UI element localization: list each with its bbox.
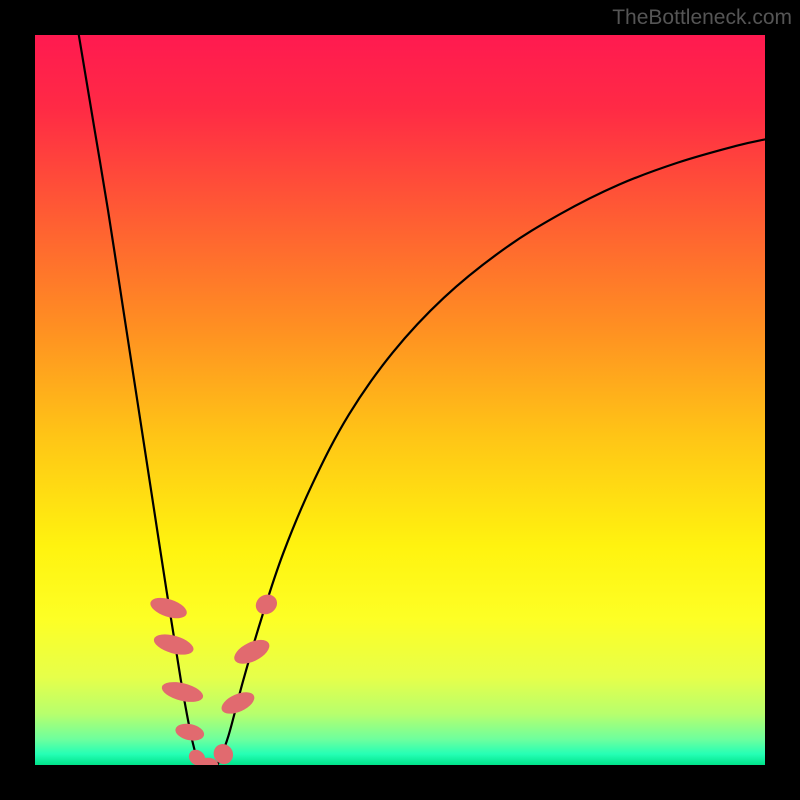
curve-marker (174, 721, 206, 743)
curve-marker (148, 594, 190, 622)
curve-marker (218, 688, 257, 718)
watermark-text: TheBottleneck.com (612, 6, 792, 30)
curve-marker (152, 630, 196, 658)
curve-marker (231, 635, 273, 669)
curve-marker (160, 678, 205, 705)
curve-marker (252, 591, 280, 618)
plot-area (35, 35, 765, 765)
marker-layer (35, 35, 765, 765)
